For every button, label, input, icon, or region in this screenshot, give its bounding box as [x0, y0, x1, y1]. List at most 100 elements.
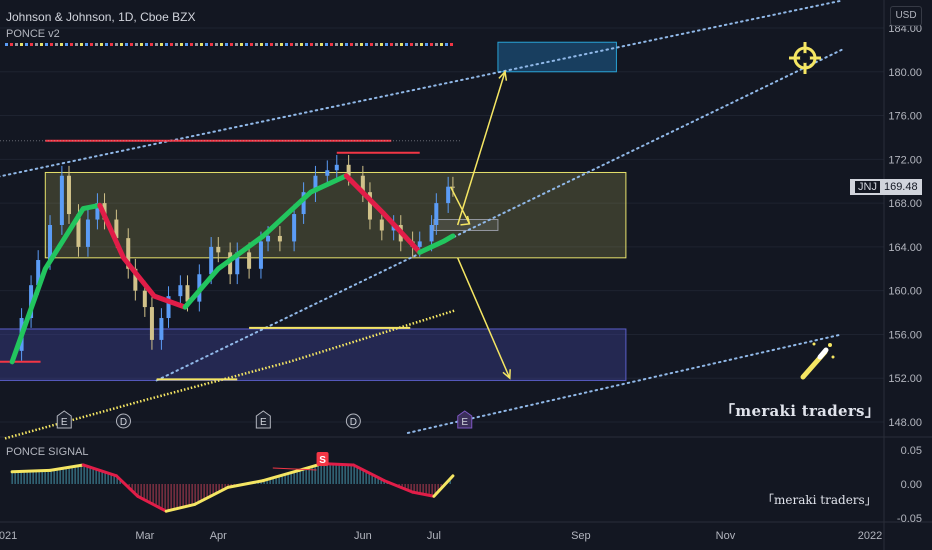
watermark-main: 「meraki traders」 — [720, 402, 881, 420]
strip-dot-40 — [205, 43, 208, 46]
sub-indicator-name[interactable]: PONCE SIGNAL — [6, 446, 89, 458]
candle-body-43 — [434, 203, 439, 225]
candle-body-45 — [450, 186, 455, 188]
candle-body-12 — [126, 238, 131, 269]
strip-dot-56 — [285, 43, 288, 46]
last-price-tag: JNJ 169.48 — [850, 179, 922, 195]
candle-body-17 — [166, 296, 171, 319]
strip-dot-50 — [255, 43, 258, 46]
strip-dot-26 — [135, 43, 138, 46]
signal-line-segment-14 — [411, 490, 436, 498]
strip-dot-10 — [55, 43, 58, 46]
x-tick-label-2: Apr — [210, 530, 227, 542]
strip-dot-81 — [410, 43, 413, 46]
event-marker-shape-1 — [115, 413, 131, 429]
strip-dot-79 — [400, 43, 403, 46]
event-marker-label-4: E — [461, 417, 468, 428]
strip-dot-7 — [40, 43, 43, 46]
strip-dot-76 — [385, 43, 388, 46]
y-tick-label-0: 184.00 — [888, 23, 922, 35]
x-tick-label-5: Sep — [571, 530, 591, 542]
candle-body-23 — [228, 252, 233, 275]
strip-dot-68 — [345, 43, 348, 46]
candle-body-15 — [149, 307, 154, 340]
strip-dot-18 — [95, 43, 98, 46]
wand-spark-3 — [831, 355, 835, 359]
strip-dot-86 — [435, 43, 438, 46]
strip-dot-67 — [340, 43, 343, 46]
strip-dot-5 — [30, 43, 33, 46]
candle-body-26 — [258, 241, 263, 269]
strip-dot-28 — [145, 43, 148, 46]
wand-spark-1 — [828, 343, 832, 347]
strip-dot-71 — [360, 43, 363, 46]
y-tick-label-6: 160.00 — [888, 286, 922, 298]
strip-dot-49 — [250, 43, 253, 46]
candle-body-27 — [266, 235, 271, 242]
strip-dot-30 — [155, 43, 158, 46]
strip-dot-2 — [15, 43, 18, 46]
candle-body-30 — [301, 192, 306, 215]
strip-dot-63 — [320, 43, 323, 46]
strip-dot-48 — [245, 43, 248, 46]
sub-y-tick-label-0: 0.05 — [901, 445, 922, 457]
strip-dot-41 — [210, 43, 213, 46]
candle-body-24 — [235, 252, 240, 275]
event-marker-E-0: E — [56, 410, 72, 429]
strip-dot-6 — [35, 43, 38, 46]
signal-line-segment-7 — [193, 485, 230, 506]
event-marker-D-1: D — [115, 413, 131, 429]
candle-body-18 — [178, 285, 183, 297]
candle-body-42 — [429, 225, 434, 242]
strip-dot-78 — [395, 43, 398, 46]
signal-line-segment-3 — [81, 463, 118, 478]
candle-body-4 — [48, 225, 53, 261]
projection-arrow-0 — [456, 71, 506, 226]
event-marker-shape-4 — [457, 410, 473, 429]
candle-body-36 — [367, 192, 372, 220]
strip-dot-8 — [45, 43, 48, 46]
chart-title: Johnson & Johnson, 1D, Cboe BZX — [6, 10, 196, 24]
x-tick-label-4: Jul — [427, 530, 441, 542]
event-marker-shape-3 — [345, 413, 361, 429]
y-tick-label-9: 148.00 — [888, 417, 922, 429]
strip-dot-16 — [85, 43, 88, 46]
candle-body-6 — [66, 175, 71, 215]
candle-body-9 — [95, 203, 100, 220]
short-arrowhead — [460, 215, 471, 226]
candle-body-41 — [417, 241, 422, 247]
candle-body-22 — [216, 246, 221, 253]
strip-dot-60 — [305, 43, 308, 46]
signal-sell-marker — [316, 452, 329, 466]
candle-body-32 — [325, 170, 330, 176]
candle-body-33 — [334, 164, 339, 171]
trendline-0 — [0, 0, 843, 178]
candle-body-35 — [360, 175, 365, 193]
indicator-name[interactable]: PONCE v2 — [6, 28, 60, 40]
strip-dot-32 — [165, 43, 168, 46]
candle-body-8 — [85, 219, 90, 247]
signal-line-segment-4 — [114, 474, 140, 498]
trendline-2 — [406, 333, 843, 434]
strip-dot-35 — [180, 43, 183, 46]
strip-dot-37 — [190, 43, 193, 46]
event-marker-label-3: D — [350, 417, 357, 428]
currency-button[interactable]: USD — [890, 6, 922, 26]
strip-dot-83 — [420, 43, 423, 46]
strip-dot-25 — [130, 43, 133, 46]
price-tag-symbol: JNJ — [854, 180, 881, 194]
target-icon-center — [800, 53, 810, 63]
candle-body-31 — [313, 175, 318, 193]
price-tag-value: 169.48 — [883, 181, 918, 193]
strip-dot-75 — [380, 43, 383, 46]
strip-dot-13 — [70, 43, 73, 46]
signal-line-segment-2 — [48, 463, 85, 472]
event-marker-shape-0 — [56, 410, 72, 429]
event-marker-E-2: E — [255, 410, 271, 429]
strip-dot-53 — [270, 43, 273, 46]
event-marker-shape-2 — [255, 410, 271, 429]
signal-line-segment-6 — [164, 502, 197, 513]
strip-dot-3 — [20, 43, 23, 46]
strip-dot-80 — [405, 43, 408, 46]
strip-dot-69 — [350, 43, 353, 46]
